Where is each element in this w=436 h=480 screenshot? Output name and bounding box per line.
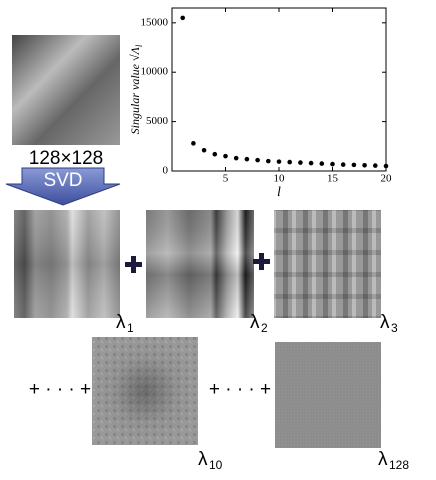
y-tick-label: 5000 xyxy=(146,115,169,127)
plus-sign xyxy=(125,256,142,273)
point xyxy=(287,159,293,165)
lambda-index: 10 xyxy=(209,458,223,472)
y-tick-label: 0 xyxy=(163,165,169,177)
x-tick-label: 20 xyxy=(381,173,393,185)
point xyxy=(330,161,335,167)
point xyxy=(351,162,357,168)
point xyxy=(233,155,239,161)
basis-shading xyxy=(146,210,254,318)
y-axis-label-main: Singular value √Λ xyxy=(128,46,142,134)
arrow-label: SVD xyxy=(43,170,82,191)
lambda-symbol: λ xyxy=(380,312,390,333)
ellipsis: + · · · + xyxy=(29,379,91,400)
point xyxy=(373,163,378,168)
svd-arrow xyxy=(5,167,121,206)
plus-sign xyxy=(253,253,270,270)
basis-shading xyxy=(14,210,120,318)
y-tick-label: 15000 xyxy=(141,16,169,28)
point xyxy=(383,163,389,169)
y-axis-label-sub: l xyxy=(134,44,144,47)
y-axis-label-text: Singular value √Λl xyxy=(128,44,144,134)
image-size: 128×128 xyxy=(29,148,104,169)
input-image xyxy=(12,35,120,145)
basis-shading xyxy=(92,337,198,445)
lambda-symbol: λ xyxy=(198,449,208,470)
point xyxy=(308,160,314,166)
point xyxy=(212,151,218,157)
point xyxy=(266,158,271,164)
x-tick-label: 5 xyxy=(223,173,229,185)
point xyxy=(340,162,346,167)
lambda-index: 128 xyxy=(389,458,409,472)
lambda-symbol: λ xyxy=(378,449,388,470)
plot-frame xyxy=(171,7,387,172)
y-tick-label: 10000 xyxy=(141,66,169,78)
point xyxy=(201,147,207,153)
point xyxy=(180,15,185,21)
lambda-symbol: λ xyxy=(116,312,126,333)
ellipsis: + · · · + xyxy=(209,379,271,400)
point xyxy=(255,157,260,163)
point xyxy=(298,160,303,165)
x-tick-label: 10 xyxy=(274,173,286,185)
basis-image xyxy=(274,210,381,318)
point xyxy=(319,161,325,166)
lambda-index: 3 xyxy=(391,321,398,335)
point xyxy=(276,159,282,164)
point xyxy=(244,156,250,162)
basis-image xyxy=(275,342,381,448)
point xyxy=(223,153,228,159)
point xyxy=(191,141,196,146)
x-tick-label: 15 xyxy=(327,173,339,185)
lambda-index: 2 xyxy=(261,321,268,335)
x-axis-label: l xyxy=(277,185,281,200)
point xyxy=(362,162,367,168)
lambda-index: 1 xyxy=(127,321,134,335)
lambda-symbol: λ xyxy=(250,312,260,333)
y-axis-label: Singular value √Λl xyxy=(128,44,144,134)
